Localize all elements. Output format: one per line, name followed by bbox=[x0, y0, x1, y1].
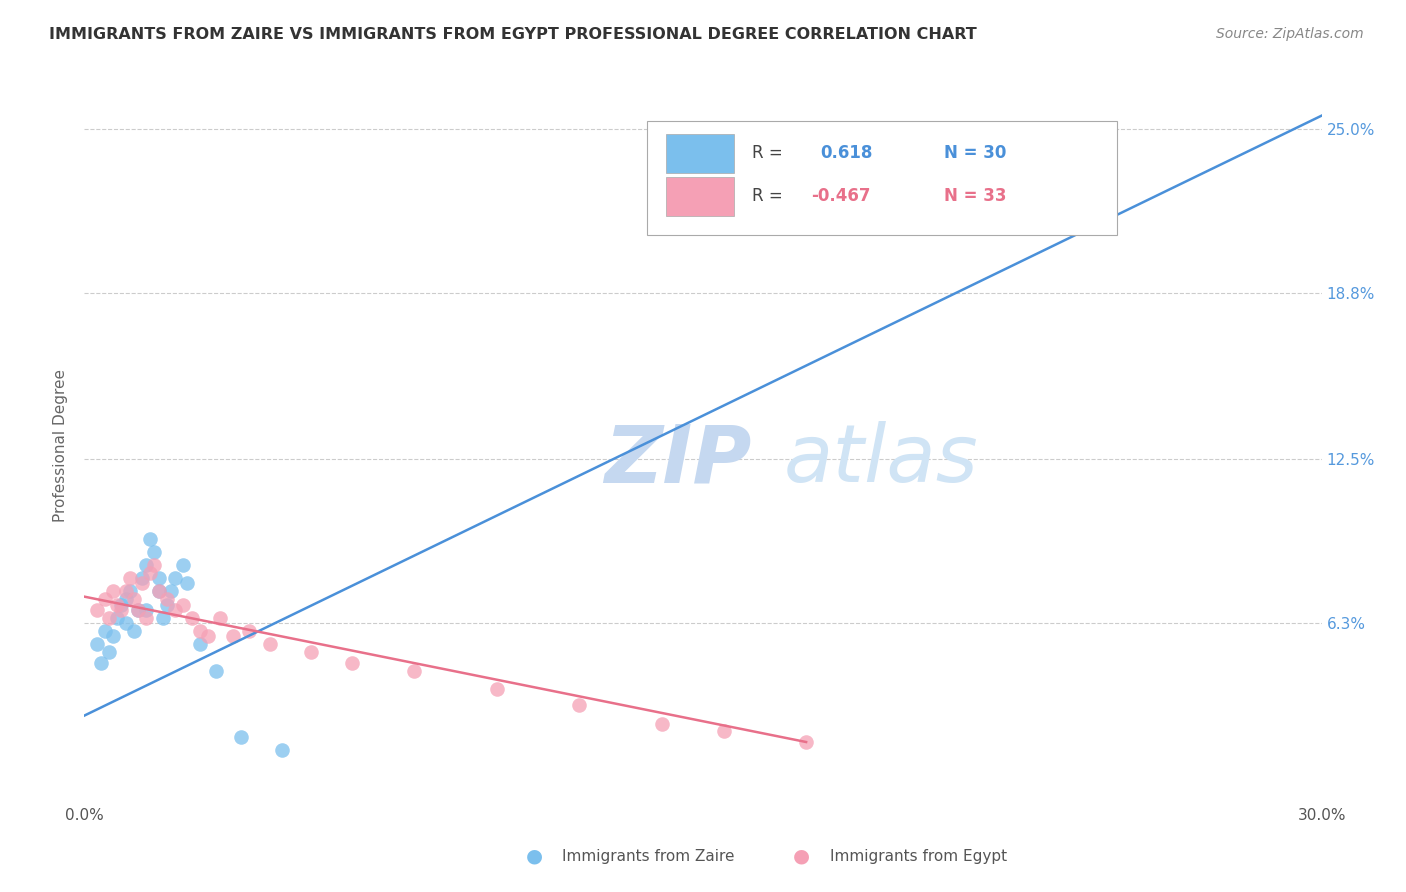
Point bbox=[127, 603, 149, 617]
Point bbox=[98, 611, 121, 625]
Point bbox=[299, 645, 322, 659]
Point bbox=[229, 730, 252, 744]
Point bbox=[205, 664, 228, 678]
Point bbox=[651, 716, 673, 731]
Point bbox=[90, 656, 112, 670]
Point bbox=[404, 664, 426, 678]
Point bbox=[148, 584, 170, 599]
Point bbox=[122, 624, 145, 638]
Point bbox=[135, 611, 157, 625]
Point bbox=[127, 603, 149, 617]
Text: IMMIGRANTS FROM ZAIRE VS IMMIGRANTS FROM EGYPT PROFESSIONAL DEGREE CORRELATION C: IMMIGRANTS FROM ZAIRE VS IMMIGRANTS FROM… bbox=[49, 27, 977, 42]
Point bbox=[1084, 214, 1107, 228]
Point bbox=[143, 558, 166, 572]
Point bbox=[139, 566, 162, 580]
FancyBboxPatch shape bbox=[666, 134, 734, 173]
Point bbox=[176, 576, 198, 591]
Point bbox=[114, 584, 136, 599]
Text: Source: ZipAtlas.com: Source: ZipAtlas.com bbox=[1216, 27, 1364, 41]
Point bbox=[131, 576, 153, 591]
Point bbox=[105, 611, 128, 625]
Point bbox=[485, 682, 508, 697]
Point bbox=[118, 584, 141, 599]
Point bbox=[156, 592, 179, 607]
Point bbox=[156, 598, 179, 612]
FancyBboxPatch shape bbox=[666, 177, 734, 216]
Point bbox=[148, 571, 170, 585]
Point bbox=[98, 645, 121, 659]
Point bbox=[86, 637, 108, 651]
Point bbox=[143, 545, 166, 559]
Point bbox=[713, 724, 735, 739]
Point bbox=[271, 743, 294, 757]
Point bbox=[110, 603, 132, 617]
Point bbox=[222, 629, 245, 643]
Text: N = 33: N = 33 bbox=[945, 187, 1007, 205]
Point bbox=[118, 571, 141, 585]
Point bbox=[86, 603, 108, 617]
Point bbox=[794, 735, 817, 749]
Point bbox=[172, 598, 194, 612]
Point bbox=[139, 532, 162, 546]
Point bbox=[103, 584, 125, 599]
Text: Immigrants from Egypt: Immigrants from Egypt bbox=[830, 849, 1007, 863]
Y-axis label: Professional Degree: Professional Degree bbox=[53, 369, 69, 523]
Point bbox=[114, 616, 136, 631]
Point bbox=[342, 656, 364, 670]
Point bbox=[131, 571, 153, 585]
Point bbox=[94, 624, 117, 638]
Point bbox=[122, 592, 145, 607]
Text: Immigrants from Zaire: Immigrants from Zaire bbox=[562, 849, 735, 863]
Point bbox=[209, 611, 232, 625]
Point bbox=[105, 598, 128, 612]
Point bbox=[94, 592, 117, 607]
Point bbox=[148, 584, 170, 599]
Point bbox=[135, 603, 157, 617]
Point bbox=[568, 698, 591, 712]
Point bbox=[172, 558, 194, 572]
FancyBboxPatch shape bbox=[647, 121, 1118, 235]
Point bbox=[135, 558, 157, 572]
Point bbox=[165, 571, 187, 585]
Text: ●: ● bbox=[793, 847, 810, 866]
Text: 0.618: 0.618 bbox=[821, 145, 873, 162]
Text: ZIP: ZIP bbox=[605, 421, 751, 500]
Text: R =: R = bbox=[752, 187, 789, 205]
Point bbox=[259, 637, 281, 651]
Point bbox=[165, 603, 187, 617]
Point bbox=[197, 629, 219, 643]
Text: ●: ● bbox=[526, 847, 543, 866]
Point bbox=[152, 611, 174, 625]
Point bbox=[188, 624, 211, 638]
Point bbox=[160, 584, 183, 599]
Point bbox=[238, 624, 260, 638]
Point bbox=[114, 592, 136, 607]
Text: -0.467: -0.467 bbox=[811, 187, 870, 205]
Point bbox=[180, 611, 202, 625]
Point bbox=[188, 637, 211, 651]
Text: N = 30: N = 30 bbox=[945, 145, 1007, 162]
Point bbox=[110, 598, 132, 612]
Text: atlas: atlas bbox=[783, 421, 979, 500]
Point bbox=[103, 629, 125, 643]
Text: R =: R = bbox=[752, 145, 789, 162]
